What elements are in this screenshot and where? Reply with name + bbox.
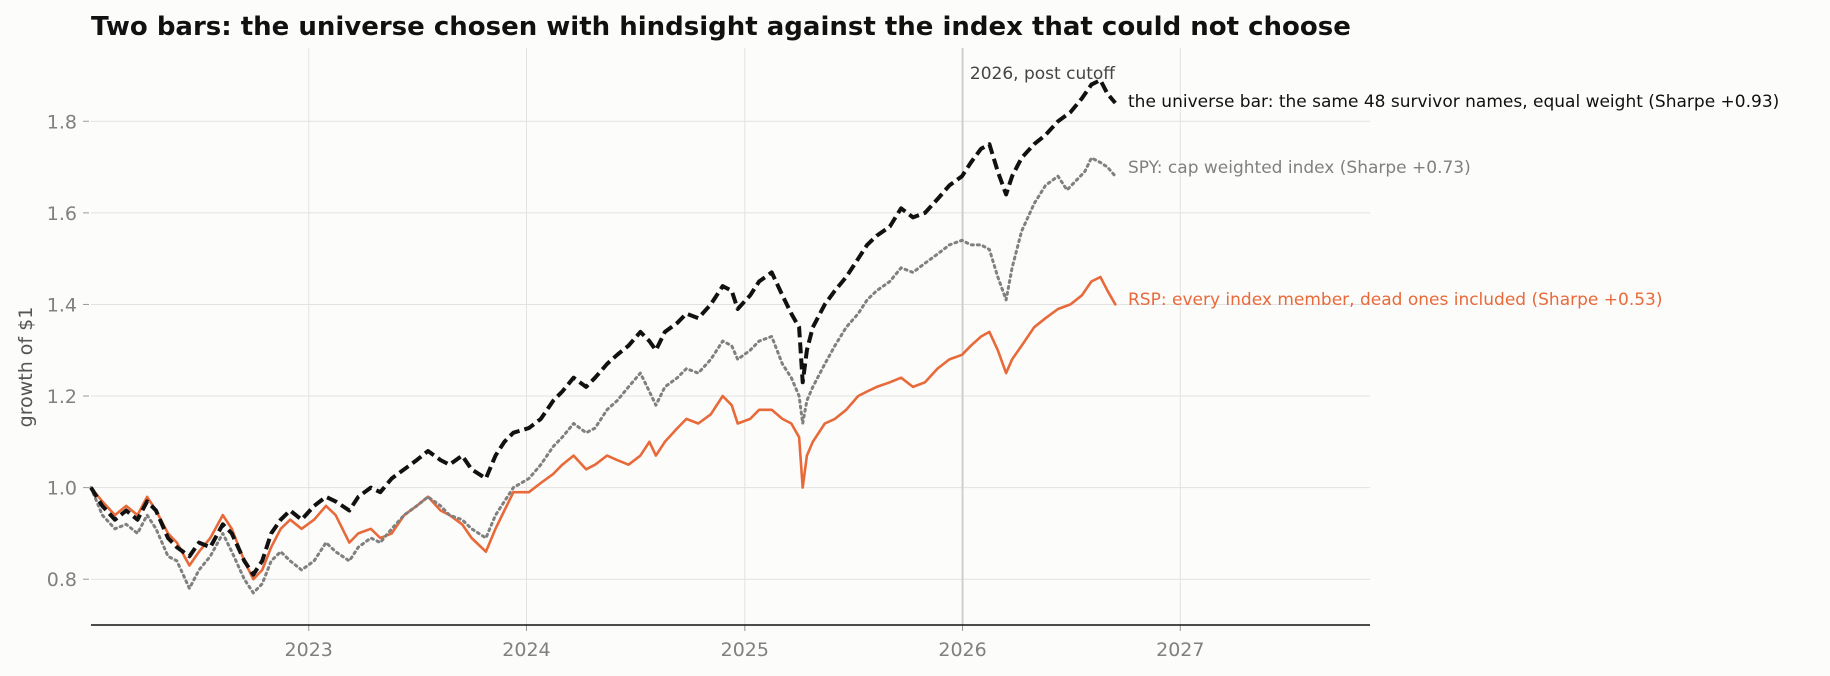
x-tick-label: 2025 xyxy=(721,639,769,661)
grid xyxy=(91,48,1370,625)
x-tick-label: 2023 xyxy=(285,639,333,661)
cutoff-annotation: 2026, post cutoff xyxy=(970,64,1116,84)
y-tick-label: 1.4 xyxy=(47,294,77,316)
series-label-0: the universe bar: the same 48 survivor n… xyxy=(1128,92,1779,112)
x-tick-labels: 2023 2024 2025 2026 2027 xyxy=(285,625,1204,661)
series-end-labels: the universe bar: the same 48 survivor n… xyxy=(1128,92,1779,310)
y-axis-label: growth of $1 xyxy=(15,307,37,428)
x-tick-label: 2027 xyxy=(1156,639,1204,661)
series-lines xyxy=(89,78,1117,595)
series-label-2: RSP: every index member, dead ones inclu… xyxy=(1128,290,1663,310)
y-tick-labels: 0.8 1.0 1.2 1.4 1.6 1.8 xyxy=(47,111,89,591)
series-label-1: SPY: cap weighted index (Sharpe +0.73) xyxy=(1128,158,1471,178)
y-tick-label: 1.8 xyxy=(47,111,77,133)
series-line-2 xyxy=(89,275,1117,581)
y-tick-label: 1.0 xyxy=(47,478,77,500)
series-line-1 xyxy=(89,156,1117,595)
x-tick-label: 2024 xyxy=(502,639,550,661)
series-line-0 xyxy=(89,78,1117,577)
y-tick-label: 0.8 xyxy=(47,569,77,591)
chart-title: Two bars: the universe chosen with hinds… xyxy=(91,12,1351,42)
y-tick-label: 1.2 xyxy=(47,386,77,408)
x-tick-label: 2026 xyxy=(938,639,986,661)
y-tick-label: 1.6 xyxy=(47,203,77,225)
